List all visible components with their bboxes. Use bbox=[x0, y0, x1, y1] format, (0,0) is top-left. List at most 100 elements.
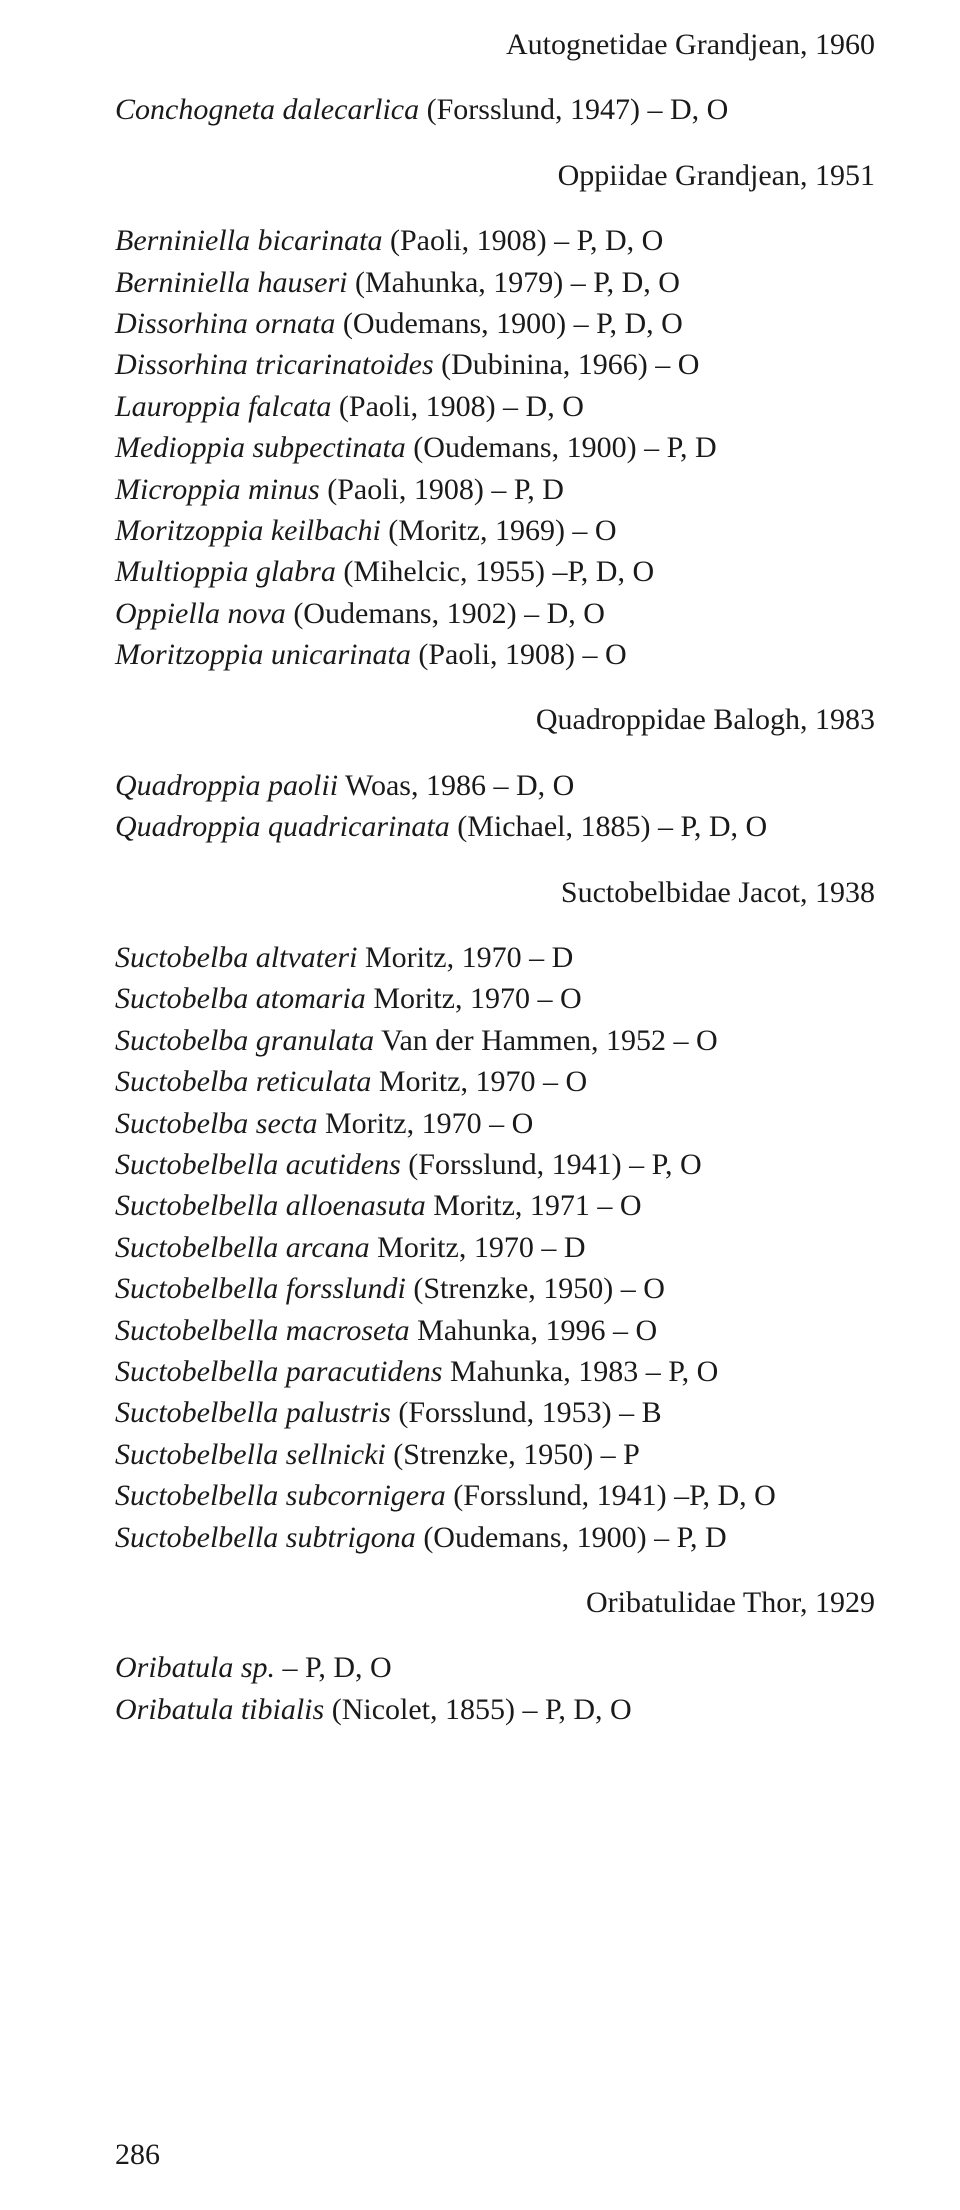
species-entry: Suctobelba granulata Van der Hammen, 195… bbox=[115, 1020, 900, 1061]
species-name: Multioppia glabra bbox=[115, 555, 336, 588]
species-name: Conchogneta dalecarlica bbox=[115, 93, 419, 126]
species-entry: Suctobelbella alloenasuta Moritz, 1971 –… bbox=[115, 1185, 900, 1226]
species-entry: Lauroppia falcata (Paoli, 1908) – D, O bbox=[115, 386, 900, 427]
species-name: Moritzoppia keilbachi bbox=[115, 514, 381, 547]
species-entry: Quadroppia paolii Woas, 1986 – D, O bbox=[115, 765, 900, 806]
species-citation: (Paoli, 1908) – O bbox=[411, 638, 627, 671]
species-entry: Suctobelbella subtrigona (Oudemans, 1900… bbox=[115, 1517, 900, 1558]
species-citation: (Oudemans, 1902) – D, O bbox=[286, 597, 605, 630]
species-entry: Suctobelbella arcana Moritz, 1970 – D bbox=[115, 1227, 900, 1268]
species-entry: Moritzoppia unicarinata (Paoli, 1908) – … bbox=[115, 634, 900, 675]
species-name: Berniniella hauseri bbox=[115, 266, 347, 299]
species-citation: (Paoli, 1908) – P, D bbox=[320, 473, 564, 506]
species-name: Quadroppia paolii bbox=[115, 769, 338, 802]
species-citation: (Forsslund, 1947) – D, O bbox=[419, 93, 728, 126]
species-entry: Microppia minus (Paoli, 1908) – P, D bbox=[115, 469, 900, 510]
species-entry: Suctobelbella subcornigera (Forsslund, 1… bbox=[115, 1475, 900, 1516]
species-entry: Medioppia subpectinata (Oudemans, 1900) … bbox=[115, 427, 900, 468]
species-entry: Oppiella nova (Oudemans, 1902) – D, O bbox=[115, 593, 900, 634]
species-name: Dissorhina ornata bbox=[115, 307, 335, 340]
species-citation: (Mahunka, 1979) – P, D, O bbox=[347, 266, 679, 299]
species-name: Oribatula sp. bbox=[115, 1651, 275, 1684]
species-entry: Oribatula sp. – P, D, O bbox=[115, 1647, 900, 1688]
species-citation: (Forsslund, 1953) – B bbox=[391, 1396, 662, 1429]
species-name: Suctobelba atomaria bbox=[115, 982, 366, 1015]
species-citation: Moritz, 1970 – O bbox=[366, 982, 582, 1015]
species-citation: Moritz, 1970 – D bbox=[357, 941, 573, 974]
species-citation: (Strenzke, 1950) – P bbox=[386, 1438, 640, 1471]
species-group-suctobelbidae: Suctobelba altvateri Moritz, 1970 – DSuc… bbox=[115, 937, 900, 1558]
heading-text: Oppiidae Grandjean, 1951 bbox=[558, 159, 875, 192]
species-name: Medioppia subpectinata bbox=[115, 431, 406, 464]
species-citation: Van der Hammen, 1952 – O bbox=[374, 1024, 718, 1057]
species-name: Suctobelba secta bbox=[115, 1107, 317, 1140]
species-name: Suctobelbella subtrigona bbox=[115, 1521, 416, 1554]
species-group-quadroppidae: Quadroppia paolii Woas, 1986 – D, OQuadr… bbox=[115, 765, 900, 848]
family-heading-suctobelbidae: Suctobelbidae Jacot, 1938 bbox=[115, 872, 900, 913]
species-name: Moritzoppia unicarinata bbox=[115, 638, 411, 671]
species-name: Oribatula tibialis bbox=[115, 1693, 324, 1726]
species-name: Suctobelbella alloenasuta bbox=[115, 1189, 426, 1222]
species-citation: (Oudemans, 1900) – P, D bbox=[406, 431, 717, 464]
species-entry: Conchogneta dalecarlica (Forsslund, 1947… bbox=[115, 89, 900, 130]
species-entry: Suctobelba altvateri Moritz, 1970 – D bbox=[115, 937, 900, 978]
species-name: Microppia minus bbox=[115, 473, 320, 506]
species-group-oribatulidae: Oribatula sp. – P, D, OOribatula tibiali… bbox=[115, 1647, 900, 1730]
page-number: 286 bbox=[115, 2134, 160, 2175]
species-name: Suctobelbella subcornigera bbox=[115, 1479, 446, 1512]
species-entry: Berniniella hauseri (Mahunka, 1979) – P,… bbox=[115, 262, 900, 303]
species-citation: (Oudemans, 1900) – P, D bbox=[416, 1521, 727, 1554]
species-name: Suctobelba reticulata bbox=[115, 1065, 371, 1098]
heading-text: Oribatulidae Thor, 1929 bbox=[586, 1586, 875, 1619]
species-citation: Moritz, 1971 – O bbox=[426, 1189, 642, 1222]
species-entry: Suctobelbella sellnicki (Strenzke, 1950)… bbox=[115, 1434, 900, 1475]
species-entry: Suctobelbella forsslundi (Strenzke, 1950… bbox=[115, 1268, 900, 1309]
species-group-autognetidae: Conchogneta dalecarlica (Forsslund, 1947… bbox=[115, 89, 900, 130]
species-name: Suctobelbella paracutidens bbox=[115, 1355, 442, 1388]
species-citation: (Mihelcic, 1955) –P, D, O bbox=[336, 555, 654, 588]
species-entry: Moritzoppia keilbachi (Moritz, 1969) – O bbox=[115, 510, 900, 551]
species-name: Quadroppia quadricarinata bbox=[115, 810, 450, 843]
species-citation: Woas, 1986 – D, O bbox=[338, 769, 574, 802]
family-heading-oribatulidae: Oribatulidae Thor, 1929 bbox=[115, 1582, 900, 1623]
species-entry: Suctobelba reticulata Moritz, 1970 – O bbox=[115, 1061, 900, 1102]
species-group-oppiidae: Berniniella bicarinata (Paoli, 1908) – P… bbox=[115, 220, 900, 675]
species-entry: Suctobelbella paracutidens Mahunka, 1983… bbox=[115, 1351, 900, 1392]
species-citation: (Paoli, 1908) – D, O bbox=[331, 390, 583, 423]
species-name: Suctobelbella macroseta bbox=[115, 1314, 410, 1347]
species-entry: Dissorhina ornata (Oudemans, 1900) – P, … bbox=[115, 303, 900, 344]
species-name: Suctobelbella forsslundi bbox=[115, 1272, 406, 1305]
heading-text: Suctobelbidae Jacot, 1938 bbox=[561, 876, 875, 909]
species-entry: Oribatula tibialis (Nicolet, 1855) – P, … bbox=[115, 1689, 900, 1730]
heading-text: Autognetidae Grandjean, 1960 bbox=[506, 28, 875, 61]
species-name: Suctobelbella palustris bbox=[115, 1396, 391, 1429]
species-name: Berniniella bicarinata bbox=[115, 224, 382, 257]
species-citation: (Forsslund, 1941) –P, D, O bbox=[446, 1479, 776, 1512]
species-citation: (Oudemans, 1900) – P, D, O bbox=[335, 307, 682, 340]
species-name: Suctobelbella sellnicki bbox=[115, 1438, 386, 1471]
species-entry: Quadroppia quadricarinata (Michael, 1885… bbox=[115, 806, 900, 847]
species-citation: (Forsslund, 1941) – P, O bbox=[401, 1148, 702, 1181]
species-name: Dissorhina tricarinatoides bbox=[115, 348, 434, 381]
species-citation: (Nicolet, 1855) – P, D, O bbox=[324, 1693, 631, 1726]
species-entry: Dissorhina tricarinatoides (Dubinina, 19… bbox=[115, 344, 900, 385]
species-citation: Moritz, 1970 – O bbox=[317, 1107, 533, 1140]
species-entry: Berniniella bicarinata (Paoli, 1908) – P… bbox=[115, 220, 900, 261]
species-citation: (Moritz, 1969) – O bbox=[381, 514, 617, 547]
species-name: Lauroppia falcata bbox=[115, 390, 331, 423]
species-citation: Mahunka, 1996 – O bbox=[410, 1314, 657, 1347]
species-name: Suctobelba granulata bbox=[115, 1024, 374, 1057]
species-citation: (Paoli, 1908) – P, D, O bbox=[382, 224, 663, 257]
family-heading-quadroppidae: Quadroppidae Balogh, 1983 bbox=[115, 699, 900, 740]
species-citation: (Michael, 1885) – P, D, O bbox=[450, 810, 767, 843]
species-entry: Suctobelbella palustris (Forsslund, 1953… bbox=[115, 1392, 900, 1433]
species-entry: Multioppia glabra (Mihelcic, 1955) –P, D… bbox=[115, 551, 900, 592]
species-entry: Suctobelba secta Moritz, 1970 – O bbox=[115, 1103, 900, 1144]
family-heading-oppiidae: Oppiidae Grandjean, 1951 bbox=[115, 155, 900, 196]
species-name: Suctobelbella acutidens bbox=[115, 1148, 401, 1181]
species-name: Suctobelba altvateri bbox=[115, 941, 357, 974]
species-name: Oppiella nova bbox=[115, 597, 286, 630]
species-citation: (Strenzke, 1950) – O bbox=[406, 1272, 665, 1305]
species-citation: Mahunka, 1983 – P, O bbox=[442, 1355, 718, 1388]
species-citation: Moritz, 1970 – D bbox=[370, 1231, 586, 1264]
